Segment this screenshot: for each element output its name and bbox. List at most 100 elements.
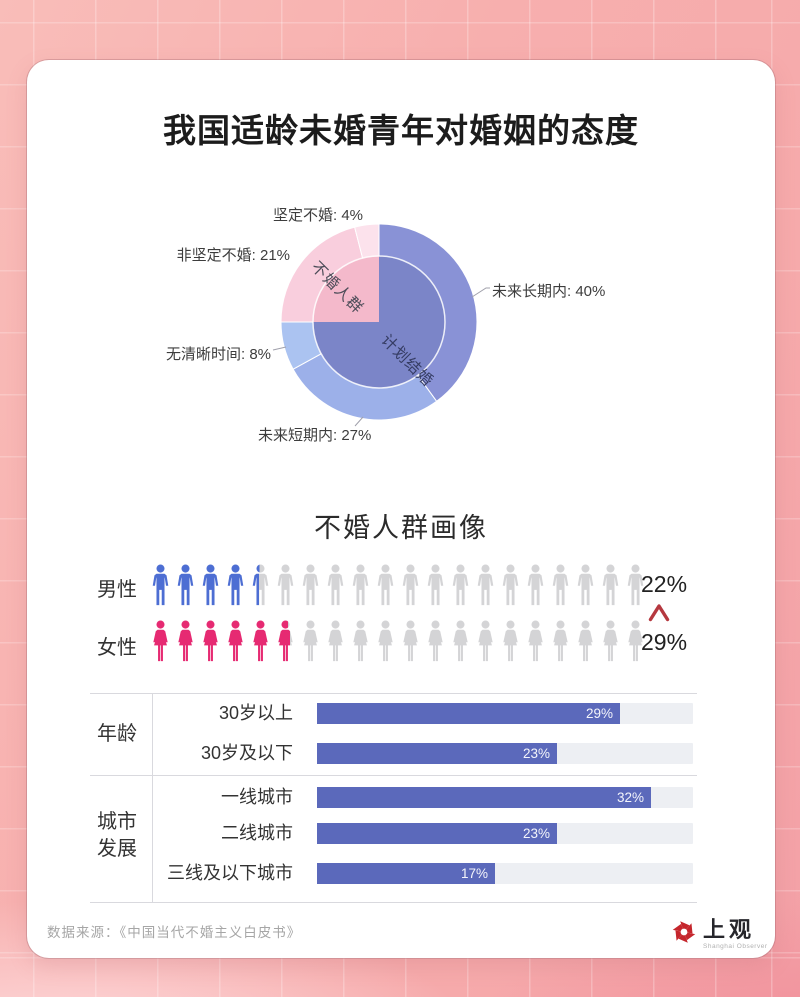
logo-name: 上观 bbox=[703, 917, 756, 942]
section-heading-portrait: 不婚人群画像 bbox=[314, 513, 488, 543]
bar-fill-30岁及以下: 23% bbox=[317, 743, 557, 764]
person-glyph bbox=[528, 620, 543, 662]
person-male-icon bbox=[452, 564, 469, 606]
inner-label-plan-to-marry: 计划结婚 bbox=[377, 331, 437, 391]
person-glyph bbox=[403, 620, 418, 662]
person-glyph bbox=[228, 620, 243, 662]
person-glyph bbox=[202, 564, 219, 606]
person-glyph bbox=[377, 564, 394, 606]
person-female-icon bbox=[428, 620, 443, 662]
person-glyph bbox=[577, 564, 594, 606]
slice-label-not-firmly-no-marriage: 非坚定不婚: 21% bbox=[176, 247, 290, 264]
inner-label-no-marriage-group: 不婚人群 bbox=[307, 258, 367, 318]
person-glyph bbox=[452, 564, 469, 606]
bar-track-三线及以下城市: 17% bbox=[317, 863, 693, 884]
person-male-icon bbox=[477, 564, 494, 606]
person-glyph bbox=[602, 564, 619, 606]
bar-value-30岁及以下: 23% bbox=[522, 746, 550, 761]
person-female-icon bbox=[378, 620, 393, 662]
group-label-city-development: 城市发展 bbox=[97, 811, 137, 860]
person-glyph bbox=[402, 564, 419, 606]
bar-value-三线及以下城市: 17% bbox=[460, 866, 488, 881]
person-female-icon bbox=[228, 620, 243, 662]
person-male-icon bbox=[152, 564, 169, 606]
person-male-icon bbox=[327, 564, 344, 606]
person-glyph bbox=[378, 620, 393, 662]
data-source-text: 数据来源：《中国当代不婚主义白皮书》 bbox=[47, 925, 302, 940]
bar-fill-30岁以上: 29% bbox=[317, 703, 620, 724]
person-male-icon bbox=[302, 564, 319, 606]
person-male-icon bbox=[177, 564, 194, 606]
person-glyph bbox=[252, 564, 269, 606]
pinwheel-petal bbox=[684, 932, 696, 941]
person-female-icon bbox=[153, 620, 168, 662]
person-glyph bbox=[327, 564, 344, 606]
person-male-icon bbox=[277, 564, 294, 606]
bar-row-label-一线城市: 一线城市 bbox=[221, 787, 293, 807]
person-glyph bbox=[353, 620, 368, 662]
person-female-icon bbox=[553, 620, 568, 662]
shanghai-observer-logo: 上观 Shanghai Observer bbox=[670, 918, 768, 950]
pinwheel-petal bbox=[678, 932, 688, 943]
person-glyph bbox=[227, 564, 244, 606]
person-glyph bbox=[152, 564, 169, 606]
bar-track-一线城市: 32% bbox=[317, 787, 693, 808]
picto-row-value-女性: 29% bbox=[641, 629, 688, 655]
person-glyph bbox=[278, 620, 293, 662]
person-glyph bbox=[478, 620, 493, 662]
person-female-icon bbox=[278, 620, 293, 662]
person-female-icon bbox=[478, 620, 493, 662]
bar-fill-三线及以下城市: 17% bbox=[317, 863, 495, 884]
person-female-icon bbox=[253, 620, 268, 662]
person-female-icon bbox=[303, 620, 318, 662]
table-line-top bbox=[90, 693, 697, 694]
person-female-icon bbox=[453, 620, 468, 662]
person-male-icon bbox=[402, 564, 419, 606]
person-glyph bbox=[153, 620, 168, 662]
person-male-icon bbox=[577, 564, 594, 606]
bar-row-label-30岁及以下: 30岁及以下 bbox=[200, 743, 293, 763]
logo-pinwheel-icon bbox=[672, 921, 696, 943]
person-glyph bbox=[502, 564, 519, 606]
person-glyph bbox=[427, 564, 444, 606]
person-male-icon bbox=[377, 564, 394, 606]
person-glyph bbox=[328, 620, 343, 662]
person-female-icon bbox=[203, 620, 218, 662]
pinwheel-petal bbox=[672, 923, 684, 932]
bar-track-30岁及以下: 23% bbox=[317, 743, 693, 764]
slice-label-no-clear-time: 无清晰时间: 8% bbox=[165, 346, 271, 363]
person-glyph bbox=[527, 564, 544, 606]
bar-value-二线城市: 23% bbox=[522, 826, 550, 841]
person-glyph bbox=[253, 620, 268, 662]
person-male-icon bbox=[527, 564, 544, 606]
pinwheel-petal bbox=[680, 921, 690, 932]
group-label-age: 年龄 bbox=[97, 723, 137, 745]
bar-value-一线城市: 32% bbox=[616, 790, 644, 805]
person-glyph bbox=[453, 620, 468, 662]
increase-caret-icon bbox=[648, 604, 670, 622]
person-female-icon bbox=[528, 620, 543, 662]
person-glyph bbox=[303, 620, 318, 662]
person-male-icon bbox=[202, 564, 219, 606]
bar-fill-二线城市: 23% bbox=[317, 823, 557, 844]
person-male-icon bbox=[227, 564, 244, 606]
table-divider-vertical bbox=[152, 693, 153, 902]
person-glyph bbox=[352, 564, 369, 606]
person-female-icon bbox=[578, 620, 593, 662]
person-glyph bbox=[203, 620, 218, 662]
person-female-icon bbox=[403, 620, 418, 662]
person-glyph bbox=[503, 620, 518, 662]
slice-label-firmly-no-marriage: 坚定不婚: 4% bbox=[272, 207, 363, 224]
person-male-icon bbox=[352, 564, 369, 606]
person-female-icon bbox=[328, 620, 343, 662]
person-glyph bbox=[552, 564, 569, 606]
person-female-icon bbox=[178, 620, 193, 662]
picto-icons-男性 bbox=[150, 562, 646, 608]
page-title: 我国适龄未婚青年对婚姻的态度 bbox=[163, 112, 639, 149]
person-male-icon bbox=[502, 564, 519, 606]
person-glyph bbox=[477, 564, 494, 606]
picto-row-value-男性: 22% bbox=[641, 571, 688, 597]
picto-row-label-男性: 男性 bbox=[97, 579, 137, 601]
logo-subtext: Shanghai Observer bbox=[703, 943, 768, 950]
bar-row-label-30岁以上: 30岁以上 bbox=[218, 703, 293, 723]
